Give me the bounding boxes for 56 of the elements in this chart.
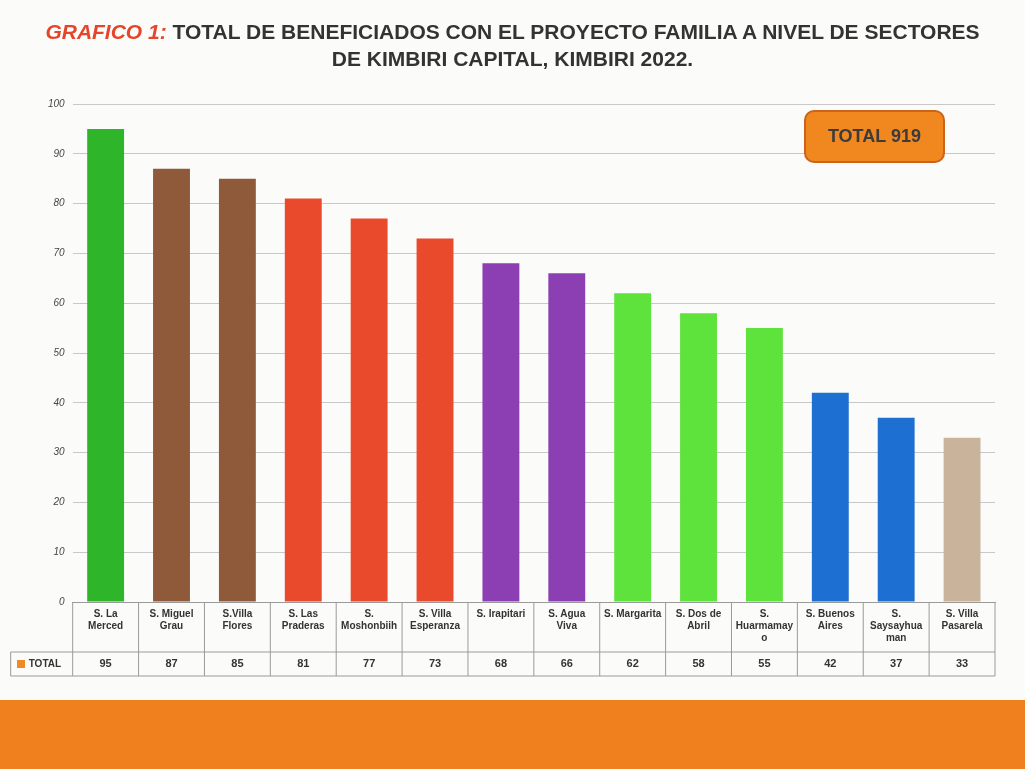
bar	[745, 328, 783, 602]
bar	[218, 178, 256, 602]
x-tick-label: S. Huarmamayo	[735, 607, 794, 643]
y-tick-label: 50	[53, 346, 66, 358]
data-label: 33	[955, 657, 969, 670]
x-tick-label: S. Margarita	[604, 607, 662, 619]
y-tick-label: 70	[53, 247, 66, 259]
chart-title: GRAFICO 1: TOTAL DE BENEFICIADOS CON EL PROYECTO FAMILIA A NIVEL DE SECTORES DE KIMBIRI CAPITAL, KIMBIRI 2022.	[44, 19, 981, 72]
bar	[284, 198, 322, 602]
y-tick-label: 90	[53, 147, 66, 159]
data-label: 77	[363, 657, 376, 670]
text: TOTAL	[28, 657, 62, 669]
bar	[614, 293, 652, 602]
x-tick-label: S. Agua Viva	[548, 607, 586, 631]
bar	[680, 313, 717, 602]
y-tick-label: 80	[53, 197, 66, 209]
bar	[482, 263, 520, 602]
data-label: 42	[824, 657, 837, 670]
y-tick-label: 40	[53, 396, 66, 408]
data-label: 66	[560, 657, 573, 670]
data-label: 37	[890, 657, 903, 670]
data-label: 68	[494, 657, 508, 670]
y-tick-label: 60	[53, 296, 66, 308]
x-tick-label: S. Dos de Abril	[675, 607, 722, 631]
data-label: 87	[165, 657, 178, 670]
x-tick-label: S.Villa Flores	[222, 607, 253, 631]
data-label: 58	[692, 657, 705, 670]
x-tick-label: S. Irapitari	[476, 607, 526, 619]
data-label: 85	[231, 657, 244, 670]
bar	[87, 128, 125, 602]
bar	[877, 417, 915, 602]
y-tick-label: 30	[53, 446, 66, 458]
bar	[811, 392, 849, 602]
x-tick-label: S. La Merced	[88, 607, 124, 631]
bar	[943, 437, 981, 602]
data-label: 62	[626, 657, 639, 670]
x-tick-label: S. Miguel Grau	[149, 607, 194, 631]
x-tick-label: S. Buenos Aires	[805, 607, 856, 631]
bar	[350, 218, 388, 602]
data-label: 55	[758, 657, 771, 670]
x-tick-label: S. Las Praderas	[281, 607, 326, 631]
bar	[153, 168, 190, 602]
bar	[548, 273, 586, 602]
x-tick-label: S. Moshonbiih	[341, 607, 398, 631]
y-tick-label: 100	[48, 97, 66, 109]
data-label: 73	[428, 657, 442, 670]
y-tick-label: 20	[52, 496, 66, 508]
x-tick-label: S. Villa Pasarela	[941, 607, 984, 631]
x-tick-label: S. Villa Esperanza	[410, 607, 461, 631]
y-tick-label: 10	[53, 545, 66, 557]
x-tick-label: S. Saysayhuaman	[870, 607, 923, 643]
data-label: 95	[99, 657, 112, 670]
y-tick-label: 0	[59, 595, 66, 607]
data-label: 81	[297, 657, 310, 670]
bar	[416, 238, 454, 602]
annotation: TOTAL 919	[803, 110, 945, 163]
